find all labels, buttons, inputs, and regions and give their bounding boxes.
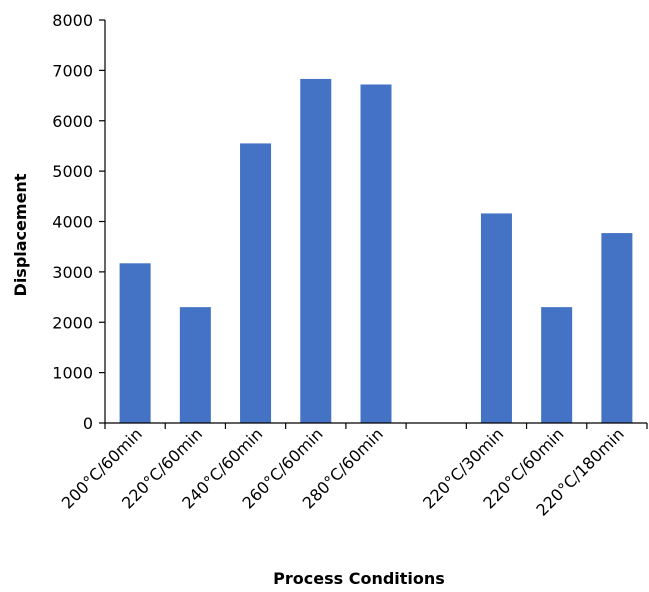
y-tick-label: 3000 [52, 263, 93, 282]
bar [240, 143, 272, 423]
bar [480, 213, 512, 423]
bar [300, 78, 332, 423]
y-tick-label: 7000 [52, 61, 93, 80]
bar [601, 233, 633, 423]
y-tick-label: 2000 [52, 313, 93, 332]
y-axis-ticks: 0 1000 2000 3000 4000 5000 6000 7000 8000 [52, 11, 105, 433]
x-axis-title: Process Conditions [273, 569, 445, 588]
bar [179, 307, 211, 423]
y-tick-label: 6000 [52, 112, 93, 131]
x-axis-ticks: 200°C/60min220°C/60min240°C/60min260°C/6… [58, 423, 648, 520]
y-tick-label: 8000 [52, 11, 93, 30]
bars-group [119, 78, 633, 423]
bar [541, 307, 573, 423]
y-tick-label: 4000 [52, 213, 93, 232]
y-tick-label: 1000 [52, 364, 93, 383]
y-tick-label: 5000 [52, 162, 93, 181]
bar [119, 263, 151, 423]
y-tick-label: 0 [83, 414, 93, 433]
bar [360, 84, 392, 423]
y-axis-title: Displacement [11, 173, 30, 296]
